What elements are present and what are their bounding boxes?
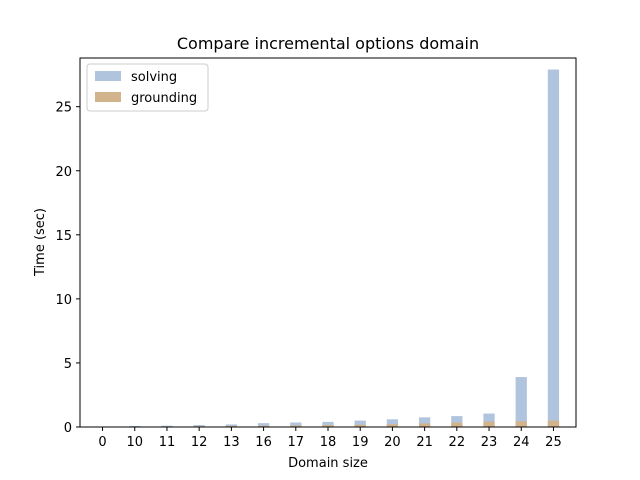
bar-solving-21	[418, 417, 431, 427]
legend-label-grounding: grounding	[131, 91, 197, 106]
y-tick-label: 25	[55, 101, 72, 116]
y-axis-label: Time (sec)	[33, 208, 48, 277]
bar-solving-23	[483, 413, 495, 427]
x-tick-label: 17	[288, 435, 305, 450]
bar-solving-24	[515, 377, 527, 427]
x-tick-label: 21	[416, 435, 433, 450]
bar-solving-25	[547, 69, 560, 427]
bars-layer	[96, 69, 560, 428]
x-tick-label: 12	[191, 435, 208, 450]
y-axis: 0 5 10 15 20 25	[55, 101, 80, 436]
y-tick-label: 20	[55, 165, 72, 180]
y-tick-label: 5	[64, 357, 72, 372]
legend: solving grounding	[86, 63, 209, 112]
legend-label-solving: solving	[131, 70, 177, 85]
legend-swatch-solving	[95, 71, 121, 81]
y-tick-label: 10	[55, 293, 72, 308]
x-tick-label: 13	[223, 435, 240, 450]
x-tick-label: 0	[98, 435, 106, 450]
bar-grounding-22	[451, 422, 463, 427]
x-tick-label: 19	[352, 435, 369, 450]
bar-solving-12	[193, 425, 205, 427]
bar-solving-19	[354, 420, 366, 427]
bar-grounding-20	[386, 424, 399, 427]
x-tick-label: 20	[384, 435, 401, 450]
bar-grounding-21	[418, 423, 431, 427]
bar-grounding-13	[225, 425, 238, 427]
legend-swatch-grounding	[95, 92, 121, 102]
bar-solving-10	[129, 425, 141, 427]
bar-solving-18	[322, 421, 334, 428]
x-tick-label: 23	[481, 435, 498, 450]
y-tick-label: 15	[55, 229, 72, 244]
x-tick-label: 10	[126, 435, 143, 450]
chart-title: Compare incremental options domain	[177, 34, 479, 53]
x-tick-label: 18	[320, 435, 337, 450]
y-tick-label: 0	[64, 421, 72, 436]
x-axis: 0 10 11 12 13 16 17 18 19 20 21 22 23 24 25	[98, 427, 562, 450]
x-tick-label: 24	[513, 435, 530, 450]
bar-solving-13	[225, 424, 238, 427]
bar-solving-20	[386, 419, 399, 427]
bar-solving-22	[451, 416, 463, 427]
bar-grounding-25	[547, 420, 560, 427]
bar-grounding-16	[257, 425, 270, 427]
bar-grounding-17	[290, 425, 302, 427]
bar-solving-16	[257, 423, 270, 427]
x-axis-label: Domain size	[288, 456, 368, 471]
x-tick-label: 22	[449, 435, 466, 450]
x-tick-label: 16	[255, 435, 272, 450]
bar-grounding-19	[354, 424, 366, 427]
x-tick-label: 11	[159, 435, 176, 450]
bar-grounding-23	[483, 421, 495, 427]
x-tick-label: 25	[545, 435, 562, 450]
bar-grounding-18	[322, 425, 334, 427]
bar-solving-17	[290, 422, 302, 427]
bar-grounding-24	[515, 421, 527, 427]
